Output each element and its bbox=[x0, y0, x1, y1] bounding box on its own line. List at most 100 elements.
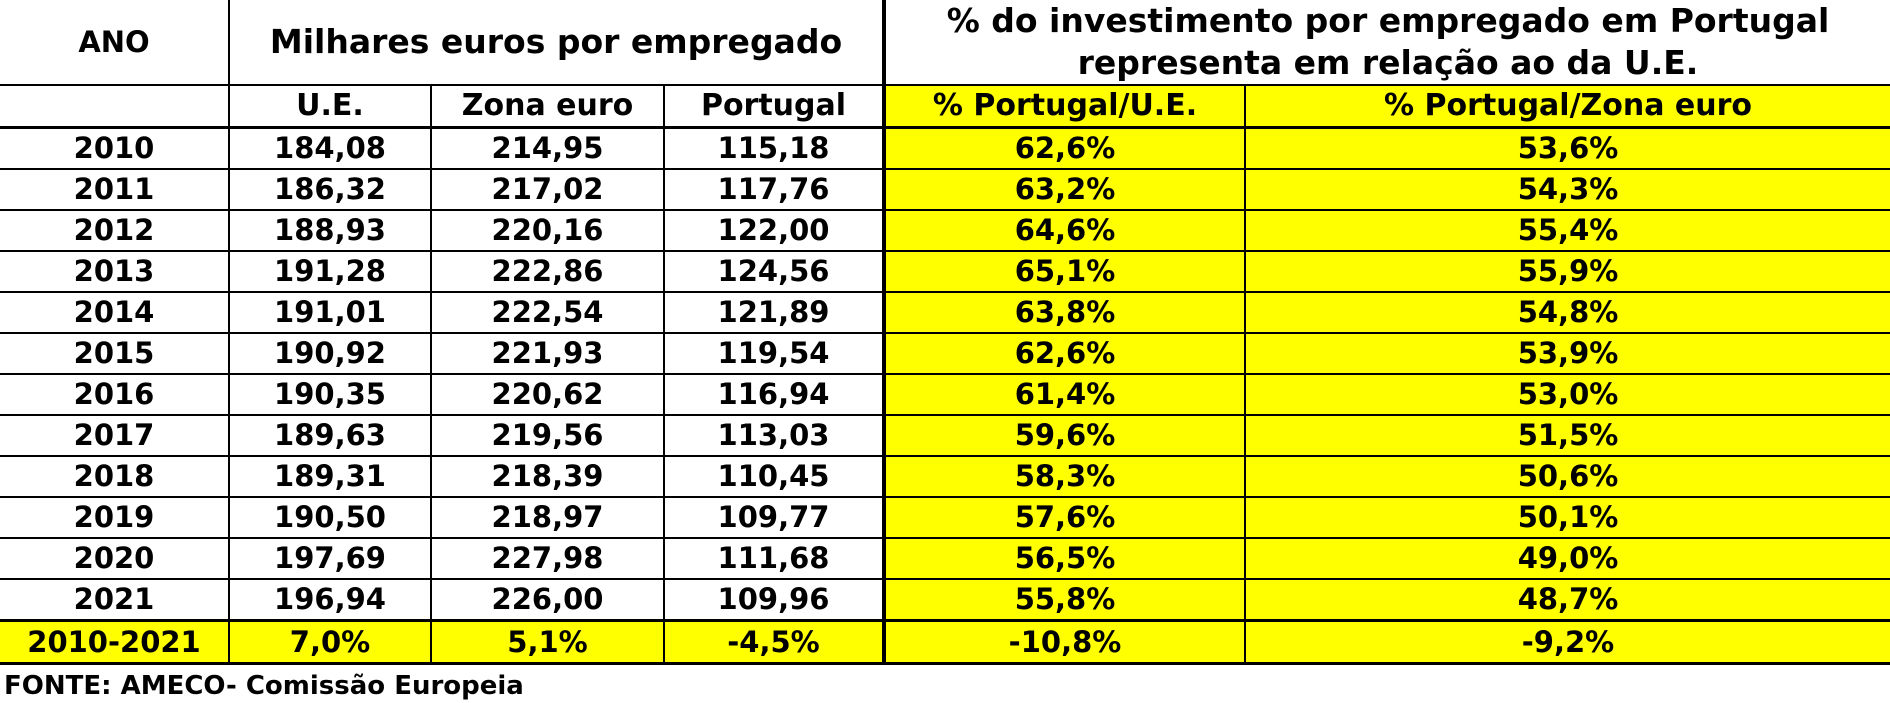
table-row: 2020 197,69 227,98 111,68 56,5% 49,0% bbox=[0, 537, 1890, 580]
table-row: 2016 190,35 220,62 116,94 61,4% 53,0% bbox=[0, 373, 1890, 416]
total-ue: 7,0% bbox=[228, 619, 432, 665]
cell-pct-portugal-zona: 48,7% bbox=[1243, 578, 1890, 622]
cell-pct-portugal-zona: 55,9% bbox=[1243, 250, 1890, 293]
cell-portugal: 119,54 bbox=[663, 332, 885, 375]
investment-table: ANO Milhares euros por empregado % do in… bbox=[0, 0, 1890, 665]
cell-pct-portugal-ue: 62,6% bbox=[882, 126, 1246, 170]
cell-portugal: 117,76 bbox=[663, 168, 885, 211]
cell-zona-euro: 227,98 bbox=[430, 537, 665, 580]
cell-zona-euro: 221,93 bbox=[430, 332, 665, 375]
cell-pct-portugal-ue: 57,6% bbox=[882, 496, 1246, 539]
table-row: 2011 186,32 217,02 117,76 63,2% 54,3% bbox=[0, 168, 1890, 211]
cell-pct-portugal-ue: 56,5% bbox=[882, 537, 1246, 580]
cell-zona-euro: 222,54 bbox=[430, 291, 665, 334]
cell-pct-portugal-zona: 54,8% bbox=[1243, 291, 1890, 334]
total-pct-portugal-ue: -10,8% bbox=[882, 619, 1246, 665]
cell-year: 2013 bbox=[0, 250, 230, 293]
table-row: 2012 188,93 220,16 122,00 64,6% 55,4% bbox=[0, 209, 1890, 252]
cell-year: 2020 bbox=[0, 537, 230, 580]
total-portugal: -4,5% bbox=[663, 619, 885, 665]
cell-pct-portugal-ue: 61,4% bbox=[882, 373, 1246, 416]
cell-portugal: 111,68 bbox=[663, 537, 885, 580]
cell-pct-portugal-zona: 51,5% bbox=[1243, 414, 1890, 457]
cell-year: 2012 bbox=[0, 209, 230, 252]
cell-portugal: 109,96 bbox=[663, 578, 885, 622]
cell-pct-portugal-ue: 55,8% bbox=[882, 578, 1246, 622]
table-row: 2015 190,92 221,93 119,54 62,6% 53,9% bbox=[0, 332, 1890, 375]
header-pct-portugal-zona: % Portugal/Zona euro bbox=[1243, 84, 1890, 129]
cell-portugal: 113,03 bbox=[663, 414, 885, 457]
cell-portugal: 121,89 bbox=[663, 291, 885, 334]
cell-ue: 184,08 bbox=[228, 126, 432, 170]
cell-year: 2019 bbox=[0, 496, 230, 539]
cell-zona-euro: 217,02 bbox=[430, 168, 665, 211]
cell-zona-euro: 214,95 bbox=[430, 126, 665, 170]
cell-zona-euro: 220,16 bbox=[430, 209, 665, 252]
cell-ue: 189,63 bbox=[228, 414, 432, 457]
cell-portugal: 124,56 bbox=[663, 250, 885, 293]
total-row: 2010-2021 7,0% 5,1% -4,5% -10,8% -9,2% bbox=[0, 619, 1890, 665]
cell-zona-euro: 218,39 bbox=[430, 455, 665, 498]
cell-ue: 190,92 bbox=[228, 332, 432, 375]
source-note: FONTE: AMECO- Comissão Europeia bbox=[4, 671, 524, 701]
cell-pct-portugal-ue: 65,1% bbox=[882, 250, 1246, 293]
total-pct-portugal-zona: -9,2% bbox=[1243, 619, 1890, 665]
header-year-spacer bbox=[0, 85, 230, 129]
cell-ue: 189,31 bbox=[228, 455, 432, 498]
cell-ue: 186,32 bbox=[228, 168, 432, 211]
cell-pct-portugal-zona: 53,9% bbox=[1243, 332, 1890, 375]
cell-year: 2016 bbox=[0, 373, 230, 416]
cell-pct-portugal-ue: 58,3% bbox=[882, 455, 1246, 498]
cell-year: 2017 bbox=[0, 414, 230, 457]
cell-portugal: 122,00 bbox=[663, 209, 885, 252]
header-group-thousands-euros: Milhares euros por empregado bbox=[228, 0, 885, 86]
cell-pct-portugal-zona: 49,0% bbox=[1243, 537, 1890, 580]
table-row: 2013 191,28 222,86 124,56 65,1% 55,9% bbox=[0, 250, 1890, 293]
cell-zona-euro: 218,97 bbox=[430, 496, 665, 539]
cell-portugal: 110,45 bbox=[663, 455, 885, 498]
cell-pct-portugal-zona: 55,4% bbox=[1243, 209, 1890, 252]
cell-pct-portugal-zona: 53,0% bbox=[1243, 373, 1890, 416]
header-pct-portugal-ue: % Portugal/U.E. bbox=[882, 84, 1246, 129]
investment-table-container: ANO Milhares euros por empregado % do in… bbox=[0, 0, 1890, 665]
total-year-range: 2010-2021 bbox=[0, 619, 230, 665]
header-year: ANO bbox=[0, 0, 230, 86]
cell-ue: 196,94 bbox=[228, 578, 432, 622]
header-row-sub: U.E. Zona euro Portugal % Portugal/U.E. … bbox=[0, 84, 1890, 129]
cell-pct-portugal-zona: 53,6% bbox=[1243, 126, 1890, 170]
table-row: 2018 189,31 218,39 110,45 58,3% 50,6% bbox=[0, 455, 1890, 498]
cell-pct-portugal-ue: 62,6% bbox=[882, 332, 1246, 375]
cell-ue: 190,35 bbox=[228, 373, 432, 416]
cell-year: 2018 bbox=[0, 455, 230, 498]
cell-ue: 197,69 bbox=[228, 537, 432, 580]
cell-year: 2014 bbox=[0, 291, 230, 334]
table-row: 2010 184,08 214,95 115,18 62,6% 53,6% bbox=[0, 126, 1890, 170]
cell-year: 2015 bbox=[0, 332, 230, 375]
cell-ue: 191,01 bbox=[228, 291, 432, 334]
cell-pct-portugal-ue: 64,6% bbox=[882, 209, 1246, 252]
cell-zona-euro: 219,56 bbox=[430, 414, 665, 457]
header-zona-euro: Zona euro bbox=[430, 84, 665, 129]
cell-zona-euro: 222,86 bbox=[430, 250, 665, 293]
cell-pct-portugal-zona: 50,6% bbox=[1243, 455, 1890, 498]
table-row: 2021 196,94 226,00 109,96 55,8% 48,7% bbox=[0, 578, 1890, 622]
cell-portugal: 109,77 bbox=[663, 496, 885, 539]
cell-year: 2010 bbox=[0, 126, 230, 170]
cell-ue: 190,50 bbox=[228, 496, 432, 539]
total-zona-euro: 5,1% bbox=[430, 619, 665, 665]
cell-year: 2021 bbox=[0, 578, 230, 622]
cell-ue: 188,93 bbox=[228, 209, 432, 252]
cell-pct-portugal-ue: 63,2% bbox=[882, 168, 1246, 211]
cell-pct-portugal-ue: 59,6% bbox=[882, 414, 1246, 457]
header-ue: U.E. bbox=[228, 84, 432, 129]
header-portugal: Portugal bbox=[663, 84, 885, 129]
cell-pct-portugal-zona: 54,3% bbox=[1243, 168, 1890, 211]
table-row: 2014 191,01 222,54 121,89 63,8% 54,8% bbox=[0, 291, 1890, 334]
cell-year: 2011 bbox=[0, 168, 230, 211]
cell-zona-euro: 220,62 bbox=[430, 373, 665, 416]
cell-pct-portugal-zona: 50,1% bbox=[1243, 496, 1890, 539]
cell-portugal: 116,94 bbox=[663, 373, 885, 416]
cell-zona-euro: 226,00 bbox=[430, 578, 665, 622]
table-row: 2017 189,63 219,56 113,03 59,6% 51,5% bbox=[0, 414, 1890, 457]
table-row: 2019 190,50 218,97 109,77 57,6% 50,1% bbox=[0, 496, 1890, 539]
